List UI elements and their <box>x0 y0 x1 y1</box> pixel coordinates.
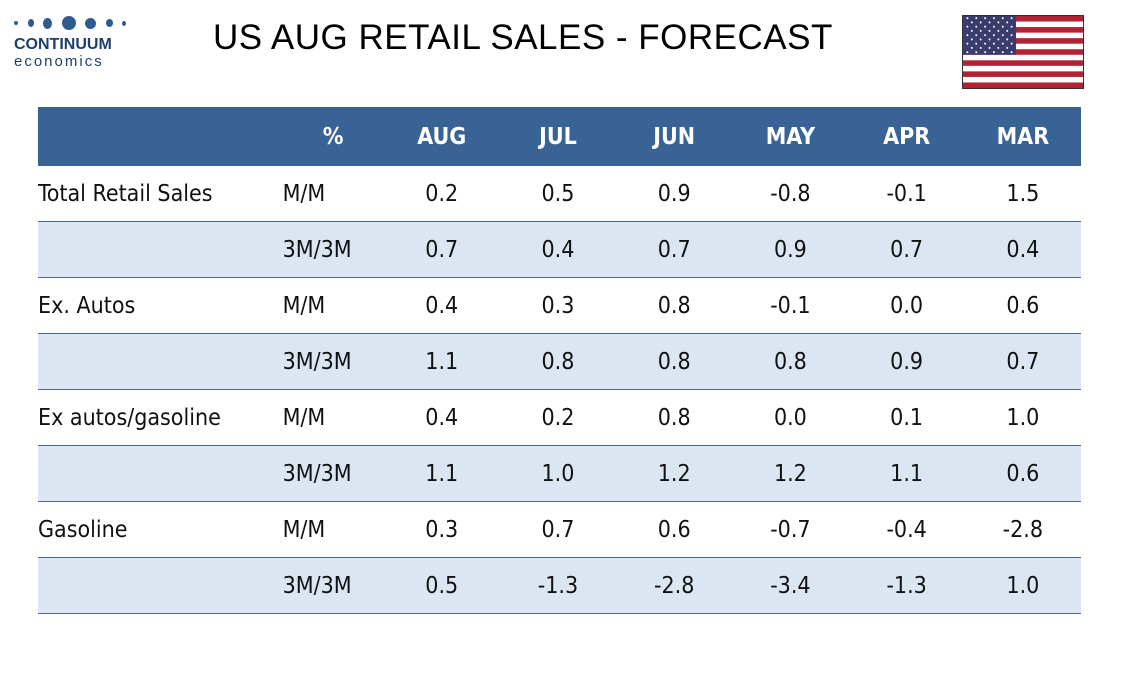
value-cell: -1.3 <box>499 557 617 614</box>
value-cell: 0.7 <box>383 221 500 278</box>
value-cell: 1.1 <box>848 445 965 502</box>
header-cell: MAY <box>765 123 816 150</box>
value-cell: 1.1 <box>383 445 500 502</box>
value-cell: 0.9 <box>848 333 965 390</box>
row-unit: 3M/3M <box>282 221 384 278</box>
header-cell <box>38 107 283 166</box>
us-flag-icon <box>962 15 1084 89</box>
header-cell: APR <box>883 123 931 150</box>
value-cell: 0.4 <box>383 277 500 334</box>
value-cell: 1.2 <box>732 445 849 502</box>
value-cell: -0.4 <box>848 501 965 558</box>
value-cell: 0.8 <box>616 389 733 446</box>
value-cell: 0.7 <box>964 333 1081 390</box>
value-cell: -2.8 <box>616 557 733 614</box>
value-cell: -2.8 <box>964 501 1081 558</box>
header-cell: % <box>322 123 344 150</box>
header-cell: AUG <box>417 123 467 150</box>
value-cell: 0.1 <box>848 389 965 446</box>
value-cell: 0.2 <box>383 166 500 222</box>
table-header-row: % AUG JUL JUN MAY APR MAR <box>38 107 1081 166</box>
value-cell: 0.7 <box>616 221 733 278</box>
row-unit: 3M/3M <box>282 557 384 614</box>
table-row: Ex autos/gasoline M/M 0.4 0.2 0.8 0.0 0.1 1.0 <box>38 389 1081 446</box>
value-cell: 0.8 <box>616 333 733 390</box>
header-cell: JUL <box>539 123 577 150</box>
value-cell: 0.5 <box>499 166 617 222</box>
row-label <box>38 557 283 614</box>
row-label: Total Retail Sales <box>38 166 283 222</box>
value-cell: 0.5 <box>383 557 500 614</box>
value-cell: 0.7 <box>848 221 965 278</box>
value-cell: -1.3 <box>848 557 965 614</box>
value-cell: 0.6 <box>964 277 1081 334</box>
table-row: 3M/3M 1.1 0.8 0.8 0.8 0.9 0.7 <box>38 333 1081 390</box>
value-cell: -0.8 <box>732 166 849 222</box>
value-cell: -0.1 <box>848 166 965 222</box>
row-label: Ex autos/gasoline <box>38 389 283 446</box>
value-cell: 0.8 <box>616 277 733 334</box>
value-cell: 1.5 <box>964 166 1081 222</box>
table-row: Gasoline M/M 0.3 0.7 0.6 -0.7 -0.4 -2.8 <box>38 501 1081 558</box>
value-cell: 0.2 <box>499 389 617 446</box>
table-row: Ex. Autos M/M 0.4 0.3 0.8 -0.1 0.0 0.6 <box>38 277 1081 334</box>
row-unit: M/M <box>282 166 384 222</box>
value-cell: 0.0 <box>848 277 965 334</box>
table-row: 3M/3M 1.1 1.0 1.2 1.2 1.1 0.6 <box>38 445 1081 502</box>
value-cell: 0.8 <box>732 333 849 390</box>
continuum-logo: CONTINUUM economics <box>14 14 134 70</box>
value-cell: 0.7 <box>499 501 617 558</box>
row-label <box>38 445 283 502</box>
value-cell: 0.4 <box>383 389 500 446</box>
header-cell: JUN <box>653 123 696 150</box>
value-cell: 0.9 <box>732 221 849 278</box>
value-cell: 1.1 <box>383 333 500 390</box>
value-cell: 1.0 <box>964 389 1081 446</box>
page-title: US AUG RETAIL SALES - FORECAST <box>213 18 833 57</box>
row-unit: 3M/3M <box>282 333 384 390</box>
table-row: Total Retail Sales M/M 0.2 0.5 0.9 -0.8 -0.1 1.… <box>38 166 1081 222</box>
value-cell: 0.6 <box>616 501 733 558</box>
value-cell: 1.0 <box>964 557 1081 614</box>
row-unit: M/M <box>282 501 384 558</box>
row-unit: M/M <box>282 389 384 446</box>
table-row: 3M/3M 0.5 -1.3 -2.8 -3.4 -1.3 1.0 <box>38 557 1081 614</box>
value-cell: 0.3 <box>499 277 617 334</box>
value-cell: -0.1 <box>732 277 849 334</box>
value-cell: 0.3 <box>383 501 500 558</box>
table-row: 3M/3M 0.7 0.4 0.7 0.9 0.7 0.4 <box>38 221 1081 278</box>
row-unit: M/M <box>282 277 384 334</box>
logo-dots-icon <box>14 14 126 32</box>
value-cell: 0.6 <box>964 445 1081 502</box>
logo-name: CONTINUUM <box>14 36 112 53</box>
value-cell: 1.2 <box>616 445 733 502</box>
value-cell: 0.9 <box>616 166 733 222</box>
value-cell: -0.7 <box>732 501 849 558</box>
retail-sales-table: % AUG JUL JUN MAY APR MAR Total Retail S… <box>38 107 1081 614</box>
value-cell: -3.4 <box>732 557 849 614</box>
row-label <box>38 333 283 390</box>
row-unit: 3M/3M <box>282 445 384 502</box>
value-cell: 0.0 <box>732 389 849 446</box>
header-cell: MAR <box>996 123 1050 150</box>
value-cell: 0.4 <box>499 221 617 278</box>
row-label: Gasoline <box>38 501 283 558</box>
row-label <box>38 221 283 278</box>
logo-subtitle: economics <box>14 53 104 70</box>
value-cell: 1.0 <box>499 445 617 502</box>
value-cell: 0.4 <box>964 221 1081 278</box>
value-cell: 0.8 <box>499 333 617 390</box>
row-label: Ex. Autos <box>38 277 283 334</box>
